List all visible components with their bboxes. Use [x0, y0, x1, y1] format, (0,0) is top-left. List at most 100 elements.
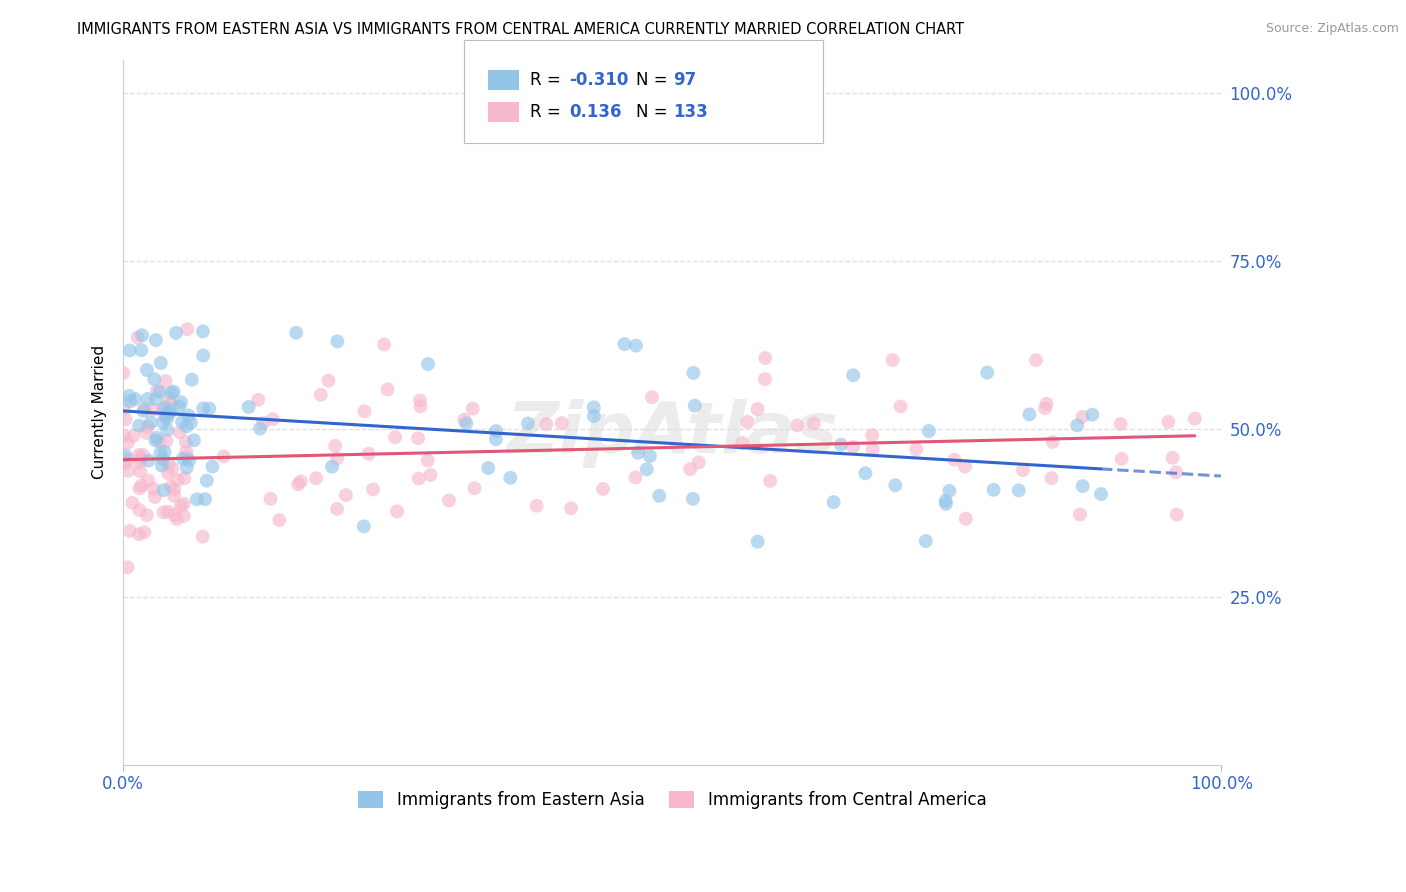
Point [259, 491, 281, 506]
Point [128, 527, 150, 541]
Point [170, 499, 193, 513]
Point [136, 474, 159, 488]
Text: 133: 133 [673, 103, 709, 121]
Point [613, 337, 636, 351]
Point [155, 374, 177, 388]
Point [149, 446, 172, 460]
Point [135, 508, 157, 523]
Point [377, 383, 399, 397]
Point [180, 416, 202, 430]
Point [419, 467, 441, 482]
Point [155, 407, 177, 421]
Point [201, 459, 224, 474]
Point [155, 401, 177, 415]
Point [179, 453, 201, 467]
Point [323, 439, 346, 453]
Point [252, 416, 274, 430]
Point [135, 363, 157, 377]
Point [131, 478, 153, 492]
Point [112, 401, 135, 416]
Point [737, 415, 759, 429]
Text: 97: 97 [673, 71, 697, 89]
Point [882, 353, 904, 368]
Point [536, 417, 558, 432]
Point [157, 466, 180, 480]
Point [285, 326, 308, 340]
Point [191, 401, 214, 416]
Point [335, 488, 357, 502]
Point [172, 451, 194, 466]
Point [464, 481, 486, 495]
Point [842, 440, 865, 454]
Point [155, 434, 177, 448]
Point [118, 343, 141, 358]
Point [180, 373, 202, 387]
Point [166, 512, 188, 526]
Point [159, 397, 181, 411]
Point [953, 459, 976, 474]
Point [165, 326, 187, 340]
Point [176, 450, 198, 465]
Point [499, 471, 522, 485]
Point [477, 461, 499, 475]
Point [747, 402, 769, 417]
Point [976, 366, 998, 380]
Y-axis label: Currently Married: Currently Married [93, 345, 107, 479]
Point [129, 343, 152, 358]
Point [157, 456, 180, 470]
Point [170, 395, 193, 409]
Point [321, 459, 343, 474]
Point [247, 392, 270, 407]
Point [683, 399, 706, 413]
Point [1033, 401, 1056, 416]
Point [409, 393, 432, 408]
Text: N =: N = [636, 71, 672, 89]
Point [935, 497, 957, 511]
Point [326, 451, 349, 466]
Point [938, 483, 960, 498]
Point [132, 448, 155, 462]
Point [983, 483, 1005, 497]
Point [373, 337, 395, 351]
Point [517, 417, 540, 431]
Point [152, 483, 174, 498]
Point [309, 388, 332, 402]
Point [624, 470, 647, 484]
Point [153, 444, 176, 458]
Text: -0.310: -0.310 [569, 71, 628, 89]
Point [118, 389, 141, 403]
Point [416, 453, 439, 467]
Point [592, 482, 614, 496]
Point [135, 425, 157, 440]
Point [117, 560, 139, 574]
Point [682, 366, 704, 380]
Point [169, 425, 191, 440]
Point [145, 434, 167, 448]
Point [1035, 397, 1057, 411]
Point [759, 474, 782, 488]
Point [132, 404, 155, 418]
Point [353, 404, 375, 418]
Point [174, 435, 197, 450]
Point [1008, 483, 1031, 498]
Point [1069, 508, 1091, 522]
Point [305, 471, 328, 485]
Point [114, 456, 136, 470]
Point [149, 356, 172, 370]
Legend: Immigrants from Eastern Asia, Immigrants from Central America: Immigrants from Eastern Asia, Immigrants… [352, 785, 993, 816]
Point [129, 465, 152, 479]
Point [183, 434, 205, 448]
Point [551, 416, 574, 430]
Point [918, 424, 941, 438]
Point [167, 400, 190, 414]
Point [747, 534, 769, 549]
Point [582, 401, 605, 415]
Point [326, 501, 349, 516]
Point [193, 349, 215, 363]
Point [1109, 417, 1132, 431]
Point [166, 473, 188, 487]
Point [905, 442, 928, 457]
Point [326, 334, 349, 349]
Point [173, 508, 195, 523]
Point [191, 530, 214, 544]
